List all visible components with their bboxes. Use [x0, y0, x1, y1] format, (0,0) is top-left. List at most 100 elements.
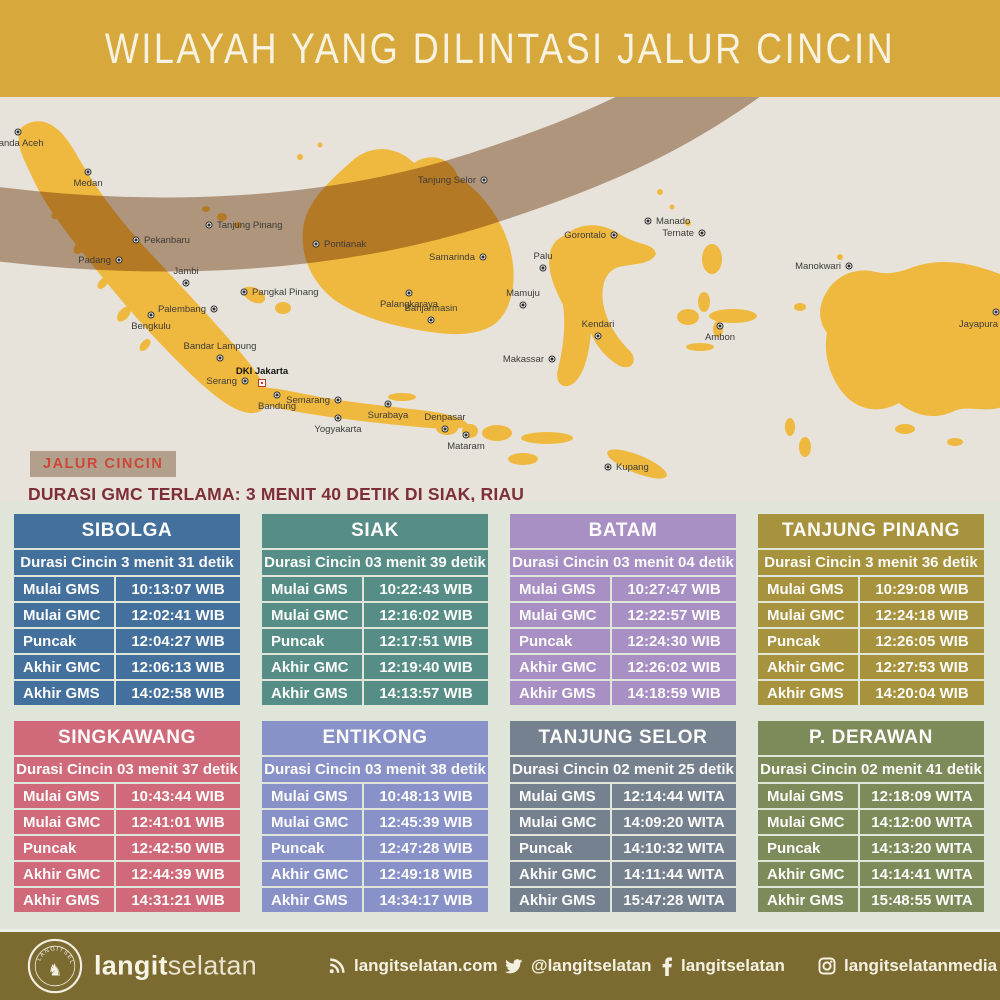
table-row: Akhir GMS 14:13:57 WIB [262, 681, 488, 705]
table-row: Mulai GMS 10:43:44 WIB [14, 784, 240, 808]
city-label: Semarang [286, 395, 330, 406]
row-value: 12:44:39 WIB [116, 862, 240, 886]
city-marker-icon [334, 414, 342, 422]
row-label: Mulai GMC [14, 810, 114, 834]
table-row: Akhir GMS 15:47:28 WITA [510, 888, 736, 912]
city-label: Manado [656, 216, 691, 227]
row-label: Puncak [758, 836, 858, 860]
row-label: Akhir GMS [510, 681, 610, 705]
city-marker-icon [698, 229, 706, 237]
brand-light: selatan [167, 950, 257, 981]
table-row: Mulai GMC 14:12:00 WITA [758, 810, 984, 834]
table-row: Mulai GMS 10:27:47 WIB [510, 577, 736, 601]
row-value: 12:18:09 WITA [860, 784, 984, 808]
city-label: Samarinda [429, 252, 475, 263]
city-marker-icon [115, 256, 123, 264]
table-city-title: SIBOLGA [14, 514, 240, 548]
table-row: Mulai GMS 10:48:13 WIB [262, 784, 488, 808]
city-label: Bengkulu [131, 321, 171, 332]
facebook-icon [662, 956, 672, 976]
city-marker-icon [845, 262, 853, 270]
city-label: Banda Aceh [0, 138, 44, 149]
row-label: Mulai GMC [758, 810, 858, 834]
website-link[interactable]: langitselatan.com [328, 956, 498, 976]
table-row: Akhir GMC 12:27:53 WIB [758, 655, 984, 679]
table-duration: Durasi Cincin 02 menit 41 detik [758, 757, 984, 782]
row-value: 12:14:44 WITA [612, 784, 736, 808]
instagram-link[interactable]: langitselatanmedia [818, 956, 997, 976]
table-row: Puncak 12:47:28 WIB [262, 836, 488, 860]
table-duration: Durasi Cincin 03 menit 38 detik [262, 757, 488, 782]
row-value: 12:02:41 WIB [116, 603, 240, 627]
row-value: 14:13:57 WIB [364, 681, 488, 705]
table-row: Mulai GMC 12:45:39 WIB [262, 810, 488, 834]
city-marker-icon [519, 301, 527, 309]
table-row: Mulai GMC 12:02:41 WIB [14, 603, 240, 627]
table-duration: Durasi Cincin 3 menit 36 detik [758, 550, 984, 575]
row-label: Akhir GMC [14, 862, 114, 886]
city-label: Kendari [581, 318, 615, 330]
city-marker-icon [610, 231, 618, 239]
row-label: Puncak [262, 836, 362, 860]
ring-path-legend: JALUR CINCIN [30, 451, 177, 477]
city-label: Kupang [616, 462, 649, 473]
tables-row-2: SINGKAWANG Durasi Cincin 03 menit 37 det… [14, 721, 986, 912]
city-marker-icon [405, 289, 413, 297]
table-city-title: SINGKAWANG [14, 721, 240, 755]
row-value: 15:47:28 WITA [612, 888, 736, 912]
rss-icon [329, 958, 345, 974]
city-marker-icon [480, 176, 488, 184]
table-row: Akhir GMC 12:19:40 WIB [262, 655, 488, 679]
row-value: 12:24:30 WIB [612, 629, 736, 653]
city-label: Palangkaraya [379, 299, 439, 310]
table-row: Puncak 12:42:50 WIB [14, 836, 240, 860]
city-marker-icon [479, 253, 487, 261]
city-marker-icon [539, 264, 547, 272]
row-label: Akhir GMC [510, 655, 610, 679]
table-row: Akhir GMS 14:34:17 WIB [262, 888, 488, 912]
city-label: Pontianak [324, 239, 367, 250]
page-title: WILAYAH YANG DILINTASI JALUR CINCIN [104, 23, 896, 73]
city-marker-icon [992, 308, 1000, 316]
row-label: Akhir GMC [262, 655, 362, 679]
twitter-handle-label: @langitselatan [531, 956, 652, 975]
table-row: Akhir GMC 14:14:41 WITA [758, 862, 984, 886]
city-label: Serang [206, 376, 237, 387]
city-marker-icon [334, 396, 342, 404]
facebook-link[interactable]: langitselatan [662, 956, 785, 976]
langitselatan-logo: LANGITSELATAN ♞ [26, 937, 83, 994]
city-label: Bandar Lampung [183, 340, 257, 352]
row-label: Mulai GMS [262, 784, 362, 808]
capital-marker [258, 379, 266, 387]
title-banner: WILAYAH YANG DILINTASI JALUR CINCIN [0, 0, 1000, 97]
duration-note: DURASI GMC TERLAMA: 3 MENIT 40 DETIK DI … [28, 484, 525, 502]
map-cities: Banda Aceh Medan Tanjung Pinang Pekanbaru Pa… [0, 97, 1000, 502]
city-marker-icon [84, 168, 92, 176]
eclipse-table-tanjung-pinang: TANJUNG PINANG Durasi Cincin 3 menit 36 … [758, 514, 984, 705]
row-value: 14:18:59 WIB [612, 681, 736, 705]
row-label: Mulai GMC [510, 603, 610, 627]
row-label: Mulai GMS [14, 784, 114, 808]
city-marker-icon [548, 355, 556, 363]
tables-row-1: SIBOLGA Durasi Cincin 3 menit 31 detik M… [14, 514, 986, 705]
row-label: Mulai GMS [758, 577, 858, 601]
city-marker-icon [462, 431, 470, 439]
table-row: Puncak 14:13:20 WITA [758, 836, 984, 860]
row-value: 12:49:18 WIB [364, 862, 488, 886]
row-value: 12:42:50 WIB [116, 836, 240, 860]
city-marker-icon [716, 322, 724, 330]
row-label: Akhir GMS [758, 681, 858, 705]
row-label: Puncak [510, 629, 610, 653]
row-value: 14:11:44 WITA [612, 862, 736, 886]
row-value: 14:34:17 WIB [364, 888, 488, 912]
row-label: Mulai GMS [14, 577, 114, 601]
table-city-title: BATAM [510, 514, 736, 548]
table-row: Akhir GMS 15:48:55 WITA [758, 888, 984, 912]
table-row: Mulai GMS 10:13:07 WIB [14, 577, 240, 601]
row-value: 12:06:13 WIB [116, 655, 240, 679]
table-row: Puncak 12:17:51 WIB [262, 629, 488, 653]
city-label: Jambi [173, 265, 199, 277]
eclipse-path-band [0, 97, 760, 272]
city-label: Tanjung Selor [417, 175, 476, 186]
twitter-link[interactable]: @langitselatan [504, 956, 652, 976]
